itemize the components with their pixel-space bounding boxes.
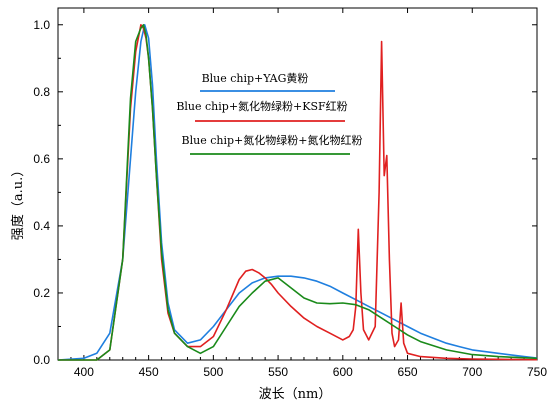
x-axis-label: 波长（nm）: [259, 387, 332, 402]
x-tick-label: 400: [74, 365, 94, 379]
x-tick-label: 750: [527, 365, 547, 379]
x-tick-label: 700: [462, 365, 482, 379]
plot-frame: [57, 7, 538, 361]
legend-label-1: Blue chip+YAG黄粉: [202, 71, 309, 85]
x-tick-label: 450: [139, 365, 159, 379]
y-tick-label: 0.6: [33, 152, 50, 166]
y-tick-label: 0.8: [33, 85, 50, 99]
y-axis-label: 强度（a.u.）: [10, 164, 26, 240]
legend-label-3: Blue chip+氮化物绿粉+氮化物红粉: [182, 133, 363, 147]
y-tick-label: 0.4: [33, 219, 50, 233]
x-tick-label: 600: [333, 365, 353, 379]
series-line-1: [57, 23, 538, 361]
x-tick-label: 550: [268, 365, 288, 379]
y-tick-label: 0.0: [33, 353, 50, 367]
y-tick-label: 1.0: [33, 18, 50, 32]
x-tick-label: 650: [398, 365, 418, 379]
y-tick-label: 0.2: [33, 286, 50, 300]
x-tick-label: 500: [203, 365, 223, 379]
legend-label-2: Blue chip+氮化物绿粉+KSF红粉: [176, 99, 347, 113]
series-line-3: [58, 23, 538, 361]
